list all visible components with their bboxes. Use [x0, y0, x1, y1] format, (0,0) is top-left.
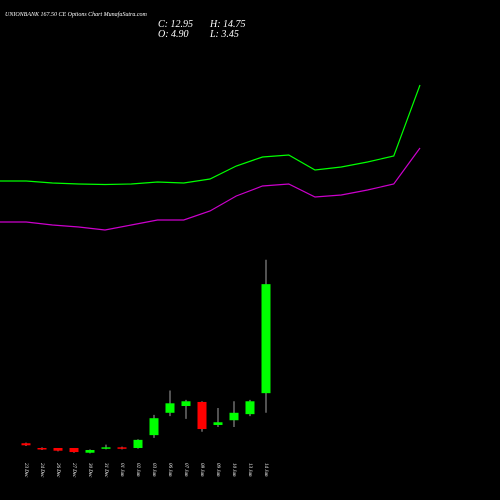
candle-body: [181, 401, 191, 407]
x-tick-label: 06 Jan: [167, 463, 172, 477]
chart-title: UNIONBANK 167.50 CE Options Chart Munafa…: [5, 11, 148, 18]
x-tick-label: 31 Dec: [103, 463, 108, 478]
x-tick-label: 08 Jan: [199, 463, 204, 477]
x-tick-label: 24 Dec: [39, 463, 44, 478]
candle-body: [117, 447, 127, 449]
close-label: C: 12.95: [158, 19, 193, 30]
indicator-line: [0, 84, 421, 186]
x-tick-label: 23 Dec: [23, 463, 28, 478]
x-tick-label: 03 Jan: [151, 463, 156, 477]
candle-body: [53, 447, 63, 451]
x-tick-label: 27 Dec: [71, 463, 76, 478]
candle-body: [85, 450, 95, 453]
candle-body: [245, 401, 255, 415]
x-tick-label: 07 Jan: [183, 463, 188, 477]
candle-body: [21, 443, 31, 446]
candle-body: [149, 418, 159, 436]
candle-body: [101, 447, 111, 449]
candle-body: [37, 447, 47, 450]
x-tick-label: 14 Jan: [263, 463, 268, 477]
candle-body: [197, 401, 207, 430]
x-tick-label: 01 Jan: [119, 463, 124, 477]
x-tick-label: 09 Jan: [215, 463, 220, 477]
candle-body: [133, 439, 143, 448]
x-tick-label: 13 Jan: [247, 463, 252, 477]
candle-body: [69, 447, 79, 453]
open-label: O: 4.90: [158, 29, 189, 40]
x-tick-label: 26 Dec: [55, 463, 60, 478]
candle-body: [229, 412, 239, 421]
indicator-line: [0, 147, 421, 231]
candle-body: [261, 284, 271, 394]
candle-body: [213, 422, 223, 425]
x-tick-label: 10 Jan: [231, 463, 236, 477]
candle-body: [165, 403, 175, 413]
x-tick-label: 02 Jan: [135, 463, 140, 477]
low-label: L: 3.45: [209, 29, 239, 40]
high-label: H: 14.75: [209, 19, 246, 30]
x-tick-label: 30 Dec: [87, 463, 92, 478]
